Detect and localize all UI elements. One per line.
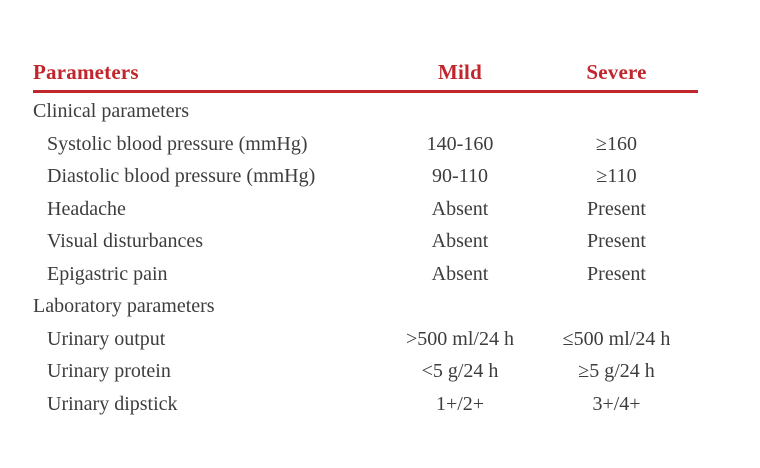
- table-row: Headache Absent Present: [33, 193, 698, 226]
- parameter-label: Diastolic blood pressure (mmHg): [47, 165, 316, 188]
- table-header-row: Parameters Mild Severe: [33, 57, 698, 88]
- column-header-parameters: Parameters: [33, 60, 139, 84]
- mild-value: Absent: [431, 230, 489, 253]
- table-row: Visual disturbances Absent Present: [33, 225, 698, 258]
- table-row: Systolic blood pressure (mmHg) 140-160 ≥16…: [33, 128, 698, 161]
- severe-value: ≥160: [596, 132, 637, 155]
- severe-value: ≤500 ml/24 h: [562, 327, 671, 350]
- severe-value: ≥5 g/24 h: [578, 360, 655, 383]
- parameter-label: Systolic blood pressure (mmHg): [47, 132, 308, 155]
- section-row: Laboratory parameters: [33, 290, 698, 323]
- parameter-label: Urinary output: [47, 327, 166, 350]
- mild-value: 90-110: [432, 165, 488, 188]
- mild-value: Absent: [431, 262, 489, 285]
- section-row: Clinical parameters: [33, 95, 698, 128]
- parameter-label: Visual disturbances: [47, 230, 203, 253]
- mild-value: <5 g/24 h: [421, 360, 499, 383]
- table-row: Urinary protein <5 g/24 h ≥5 g/24 h: [33, 355, 698, 388]
- table-row: Urinary output >500 ml/24 h ≤500 ml/24 h: [33, 323, 698, 356]
- table-row: Diastolic blood pressure (mmHg) 90-110 ≥11…: [33, 160, 698, 193]
- column-header-mild: Mild: [438, 60, 482, 84]
- section-label: Laboratory parameters: [33, 295, 215, 318]
- mild-value: 140-160: [426, 132, 494, 155]
- severe-value: 3+/4+: [592, 392, 641, 415]
- mild-value: 1+/2+: [435, 392, 485, 415]
- parameter-label: Urinary protein: [47, 360, 171, 383]
- mild-value: Absent: [431, 197, 489, 220]
- section-label: Clinical parameters: [33, 100, 190, 123]
- table-body: Clinical parameters Systolic blood pressu…: [33, 95, 698, 420]
- column-header-severe: Severe: [586, 60, 647, 84]
- parameter-label: Headache: [47, 197, 126, 220]
- header-rule: [33, 90, 698, 93]
- severe-value: Present: [587, 197, 646, 220]
- severe-value: Present: [587, 262, 646, 285]
- table-row: Urinary dipstick 1+/2+ 3+/4+: [33, 388, 698, 421]
- severity-table: Parameters Mild Severe Clinical paramete…: [33, 57, 698, 420]
- parameter-label: Urinary dipstick: [47, 392, 178, 415]
- parameter-label: Epigastric pain: [47, 262, 168, 285]
- severe-value: ≥110: [596, 165, 637, 188]
- table-row: Epigastric pain Absent Present: [33, 258, 698, 291]
- mild-value: >500 ml/24 h: [406, 327, 514, 350]
- severe-value: Present: [587, 230, 646, 253]
